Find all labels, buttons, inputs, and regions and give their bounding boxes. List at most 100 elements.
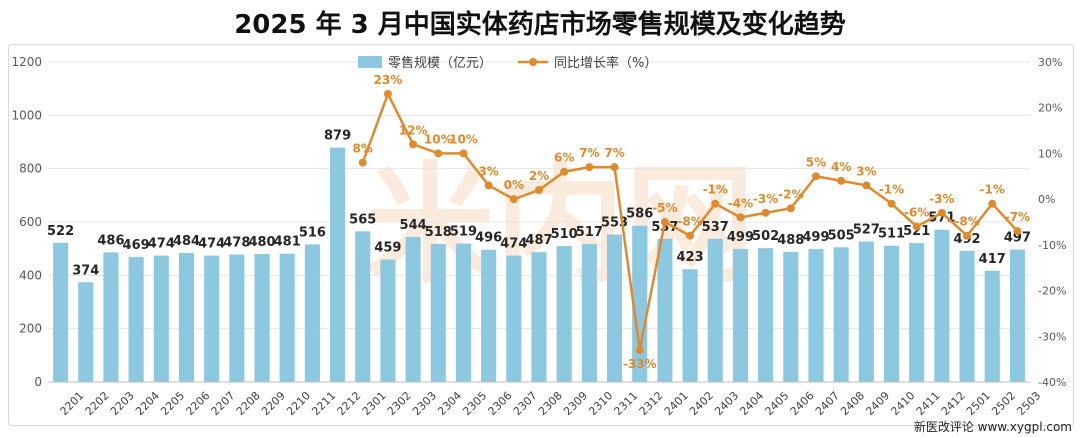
bar-value-label: 522 (47, 224, 74, 239)
growth-rate-label: 23% (374, 73, 403, 87)
x-tick-label: 2306 (486, 389, 515, 418)
x-tick-label: 2303 (410, 389, 439, 418)
bar (909, 243, 925, 382)
growth-rate-point (711, 199, 720, 208)
bar (682, 269, 698, 382)
bar (78, 282, 94, 382)
bar (556, 246, 572, 382)
growth-rate-label: -4% (728, 196, 753, 210)
x-tick-label: 2411 (914, 389, 943, 418)
bar-value-label: 544 (400, 218, 427, 233)
growth-rate-point (786, 204, 795, 213)
growth-rate-label: 10% (424, 132, 453, 146)
legend-bar-swatch (358, 56, 382, 68)
growth-rate-label: -8% (677, 215, 702, 229)
y-right-tick-label: 20% (1038, 102, 1062, 115)
x-tick-label: 2403 (712, 389, 741, 418)
y-left-tick-label: 1200 (11, 55, 42, 69)
x-tick-label: 2310 (586, 389, 615, 418)
growth-rate-label: -3% (753, 192, 778, 206)
legend-line-label: 同比增长率（%） (554, 55, 657, 71)
y-right-tick-label: -10% (1038, 239, 1066, 252)
bar (455, 243, 472, 382)
x-tick-label: 2204 (133, 389, 162, 418)
y-left-tick-label: 400 (19, 268, 42, 282)
bar (808, 248, 824, 382)
bar (304, 244, 320, 382)
bar-value-label: 510 (551, 227, 578, 242)
bar-value-label: 474 (198, 237, 225, 252)
bar-value-label: 497 (1004, 230, 1031, 245)
x-tick-label: 2409 (863, 389, 892, 418)
growth-rate-label: 0% (504, 178, 524, 192)
growth-rate-point (434, 149, 443, 158)
bar-value-label: 480 (248, 235, 275, 250)
growth-rate-label: 12% (399, 123, 428, 137)
bar-value-label: 502 (752, 229, 779, 244)
x-tick-label: 2311 (611, 389, 640, 418)
growth-rate-point (912, 222, 921, 231)
growth-rate-point (610, 163, 619, 172)
bar (204, 255, 220, 382)
x-tick-label: 2405 (763, 389, 792, 418)
x-tick-label: 2305 (460, 389, 489, 418)
bar (531, 252, 547, 382)
y-right-tick-label: 0% (1038, 193, 1055, 206)
bar (833, 247, 849, 382)
bar-value-label: 481 (274, 235, 301, 250)
x-tick-label: 2304 (435, 389, 464, 418)
bar (279, 253, 295, 382)
y-left-tick-label: 0 (34, 375, 42, 389)
growth-rate-point (988, 199, 997, 208)
growth-rate-point (509, 195, 518, 204)
bar (380, 259, 396, 382)
growth-rate-label: -3% (929, 192, 954, 206)
bar-value-label: 571 (928, 211, 955, 226)
bar-value-label: 459 (374, 241, 401, 256)
x-tick-label: 2207 (209, 389, 238, 418)
growth-rate-label: 3% (478, 164, 498, 178)
growth-rate-label: -1% (980, 183, 1005, 197)
y-right-tick-label: -40% (1038, 376, 1066, 389)
bar-value-label: 565 (349, 212, 376, 227)
x-tick-label: 2412 (939, 389, 968, 418)
growth-rate-point (937, 208, 946, 217)
bar-value-label: 469 (123, 238, 150, 253)
y-left-tick-label: 1000 (11, 108, 42, 122)
bar (405, 236, 421, 382)
bar-value-label: 516 (299, 225, 326, 240)
growth-rate-label: 5% (806, 155, 826, 169)
growth-rate-label: 8% (353, 142, 373, 156)
x-tick-label: 2209 (259, 389, 288, 418)
x-tick-label: 2302 (385, 389, 414, 418)
x-tick-label: 2408 (838, 389, 867, 418)
bar-value-label: 519 (450, 225, 477, 240)
bar (707, 238, 723, 382)
bar (657, 238, 673, 382)
bar (581, 244, 597, 382)
bar (153, 255, 169, 382)
bar (128, 256, 144, 382)
x-tick-label: 2210 (284, 389, 313, 418)
bar-value-label: 517 (576, 225, 603, 240)
bar-value-label: 423 (677, 250, 704, 265)
bar (858, 241, 874, 382)
growth-rate-label: 10% (449, 132, 478, 146)
legend-bar-label: 零售规模（亿元） (388, 55, 492, 71)
bar (632, 225, 648, 382)
growth-rate-label: -1% (879, 183, 904, 197)
x-tick-label: 2406 (788, 389, 817, 418)
y-right-tick-label: -20% (1038, 285, 1066, 298)
x-tick-label: 2212 (334, 389, 363, 418)
growth-rate-point (409, 140, 418, 149)
bar-value-label: 518 (425, 225, 452, 240)
growth-rate-label: 4% (831, 160, 851, 174)
legend-line-marker (529, 58, 537, 66)
bar-value-label: 496 (475, 231, 502, 246)
growth-rate-point (837, 176, 846, 185)
growth-rate-point (484, 181, 493, 190)
bar-value-label: 474 (148, 237, 175, 252)
x-tick-label: 2407 (813, 389, 842, 418)
bar-value-label: 527 (853, 222, 880, 237)
